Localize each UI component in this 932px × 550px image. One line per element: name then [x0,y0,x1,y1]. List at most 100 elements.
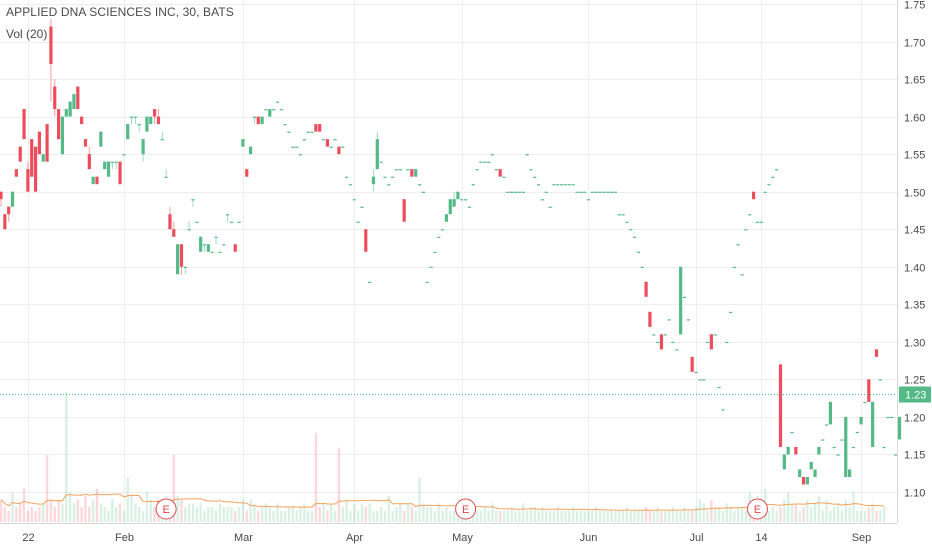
candle-body [444,214,449,222]
volume-bar [779,507,782,522]
candle [268,109,272,117]
candle-body [137,124,141,126]
candle-body [824,424,829,426]
candle-body [579,191,583,193]
volume-bar [813,503,817,522]
volume-bar [61,503,64,522]
candle [506,191,510,193]
candle-body [452,199,456,207]
earnings-marker[interactable]: E [155,498,177,520]
candle-body [99,131,103,147]
candle [871,401,875,447]
volume-bar [322,503,325,522]
candle-body [540,199,545,201]
candle-body [494,169,498,171]
candle-body [7,206,11,215]
volume-bar [295,510,298,522]
chart-title[interactable]: APPLIED DNA SCIENCES INC, 30, BATS [6,5,234,19]
volume-bar [472,510,475,522]
volume-bar [422,503,425,522]
candle [844,416,848,477]
earnings-marker-label[interactable]: E [462,504,469,516]
candle [536,184,541,186]
price-axis[interactable]: 1.75 1.70 1.65 1.60 1.55 1.50 1.45 1.40 1.35 1.30… [897,0,932,523]
candle [122,154,126,156]
volume-bar [671,507,675,522]
candle [433,251,437,253]
candle [76,86,80,110]
candle-body [698,379,702,381]
candle [471,184,475,186]
candle-body [22,109,26,140]
volume-bar [591,510,594,522]
candle-body [475,169,479,171]
candle [391,176,395,178]
candle [164,169,168,178]
volume-bar [794,503,798,522]
candle-body [571,184,575,186]
candle-body [64,109,68,117]
volume-bar [253,503,256,522]
candle [828,401,833,425]
candle [579,191,583,193]
time-axis[interactable]: 22 Feb Mar Apr May Jun Jul 14 Sep [0,523,897,545]
candle-body [513,191,518,193]
time-tick-label: 14 [755,532,767,544]
candle-body [575,191,579,193]
candle-body [621,214,625,216]
candle-body [890,416,894,419]
candle [417,184,422,186]
volume-bar [522,503,525,522]
candle [156,109,161,125]
volume-bar [633,510,636,522]
candle [179,244,184,275]
candle [295,146,299,148]
candle-body [848,469,852,477]
candle-body [897,416,902,440]
volume-indicator-label[interactable]: Vol (20) [6,27,48,41]
volume-bar [806,499,809,522]
candle [552,184,556,186]
volume-bar [587,510,590,522]
volume-bar [283,510,287,522]
earnings-marker-label[interactable]: E [162,504,169,516]
candle-body [471,184,475,186]
earnings-marker-circle[interactable] [155,498,177,520]
candle-body [176,244,180,275]
candle-body [106,161,111,177]
candle [30,139,34,177]
candle-body [640,266,644,268]
candle [525,154,529,156]
earnings-marker-circle[interactable] [746,498,768,520]
candle-body [552,184,556,186]
volume-bar [571,507,575,522]
earnings-marker-circle[interactable] [455,498,477,520]
volume-bar [656,507,659,522]
volume-bar [418,477,421,522]
candle [467,206,472,208]
time-tick-label: Feb [115,532,134,544]
price-candles [0,19,905,485]
volume-bar [698,499,702,522]
candle [483,161,487,163]
candle [694,371,698,374]
earnings-marker-label[interactable]: E [754,504,761,516]
candle-body [344,176,349,178]
volume-bar [771,507,775,522]
candle-body [525,154,529,156]
candle-body [713,334,717,336]
candle [191,199,195,207]
candle-body [126,124,130,140]
volume-bar [218,503,222,522]
candle-body [456,191,460,200]
candle [18,146,22,162]
candle [882,446,886,449]
earnings-marker[interactable]: E [746,498,768,520]
candle-body [429,266,433,268]
volume-bar [429,507,433,522]
volume-bar [395,507,398,522]
earnings-marker[interactable]: E [455,498,477,520]
volume-bar [483,507,487,522]
volume-bar [349,510,352,522]
